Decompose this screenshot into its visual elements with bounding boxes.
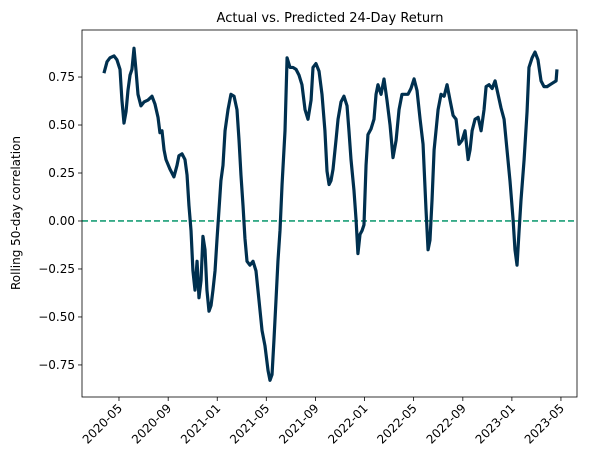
x-tick-label: 2022-05 xyxy=(374,401,419,446)
x-tick-label: 2021-09 xyxy=(276,401,321,446)
x-tick-label: 2020-09 xyxy=(129,401,174,446)
x-tick-label: 2020-05 xyxy=(80,401,125,446)
chart-title: Actual vs. Predicted 24-Day Return xyxy=(217,11,444,26)
y-tick-label: −0.50 xyxy=(38,310,75,324)
x-tick-label: 2022-01 xyxy=(325,401,370,446)
y-tick-label: 0.75 xyxy=(48,70,75,84)
y-tick-label: −0.25 xyxy=(38,262,75,276)
y-tick-label: −0.75 xyxy=(38,358,75,372)
y-tick-label: 0.50 xyxy=(48,118,75,132)
y-tick-label: 0.25 xyxy=(48,166,75,180)
x-tick-label: 2023-05 xyxy=(522,401,567,446)
x-tick-label: 2022-09 xyxy=(424,401,469,446)
x-tick-label: 2021-01 xyxy=(178,401,223,446)
plot-frame xyxy=(81,29,578,398)
x-tick-label: 2023-01 xyxy=(473,401,518,446)
x-tick-label: 2021-05 xyxy=(227,401,272,446)
data-line xyxy=(102,46,559,382)
y-axis-label: Rolling 50-day correlation xyxy=(9,136,23,290)
y-tick-label: 0.00 xyxy=(48,214,75,228)
